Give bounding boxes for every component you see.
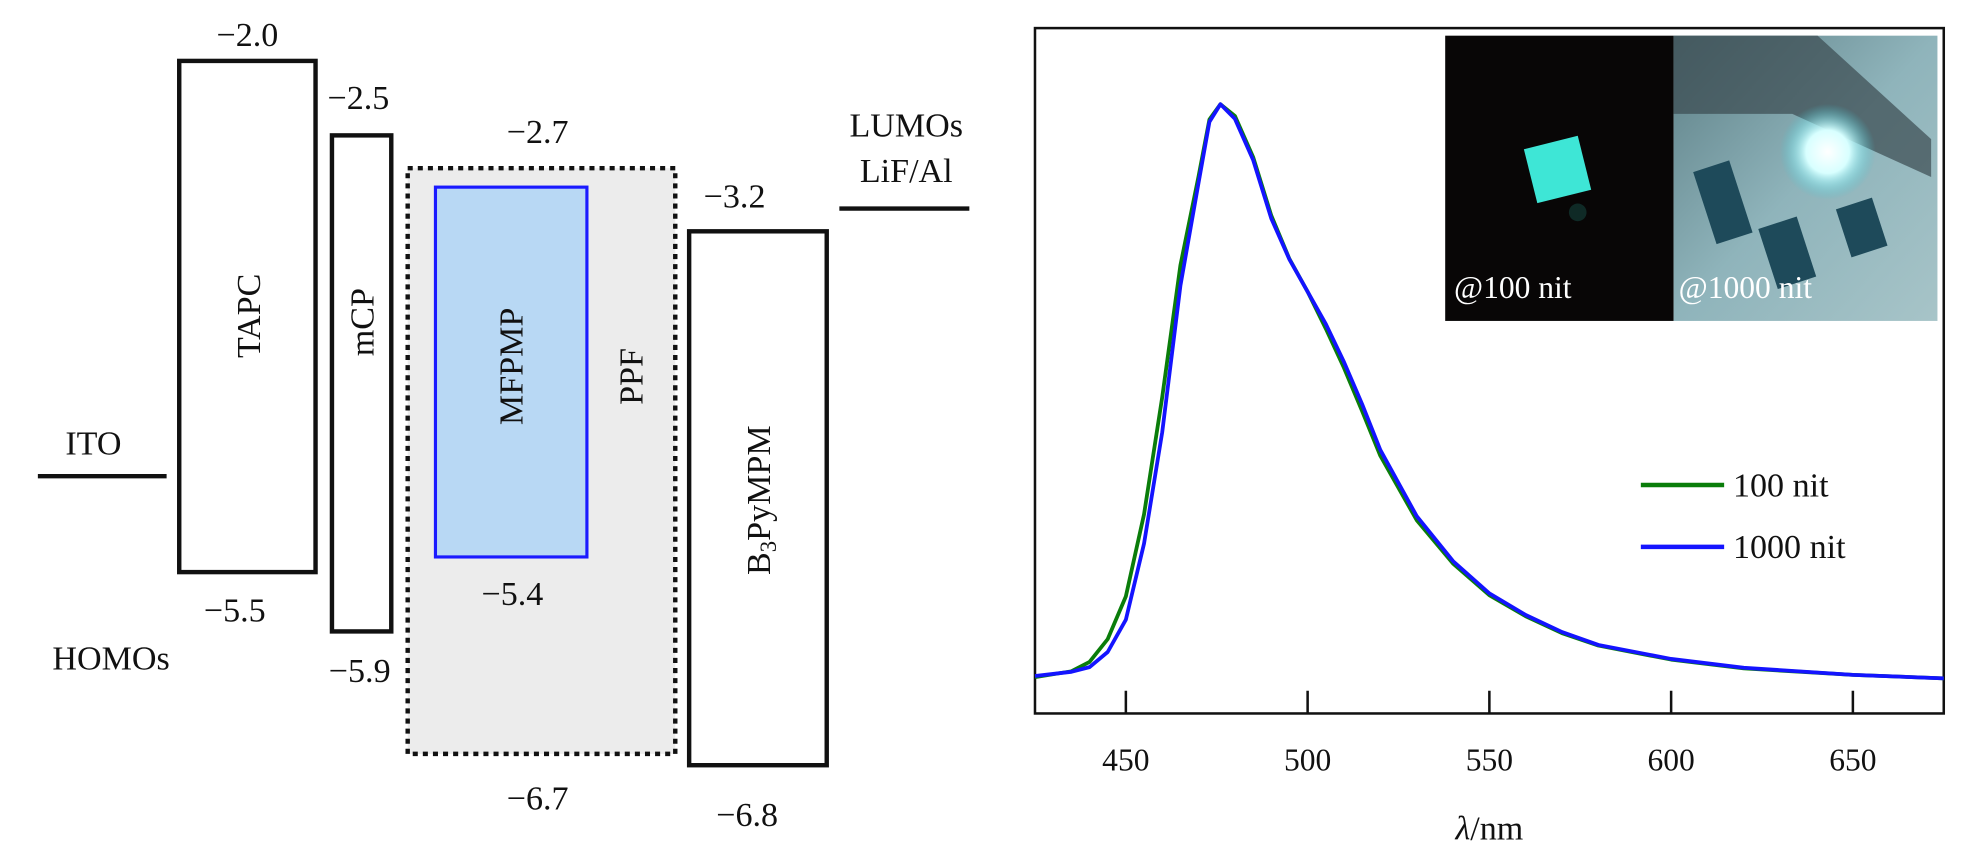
lit-pixel xyxy=(1523,135,1592,204)
b3pympm-label-sub: 3 xyxy=(756,541,781,552)
legend-label-100-nit: 100 nit xyxy=(1733,467,1829,504)
tapc-homo: −5.5 xyxy=(204,592,266,629)
mfpmp-homo: −5.4 xyxy=(482,576,544,613)
b3pympm-label: B3PyMPM xyxy=(741,425,781,575)
cathode-label: LiF/Al xyxy=(860,153,953,190)
x-axis-label-symbol: λ xyxy=(1454,811,1470,848)
energy-level-diagram: ITO HOMOs TAPC −2.0 −5.5 mCP −2.5 −5.9 P… xyxy=(37,17,970,834)
tapc-label: TAPC xyxy=(231,274,268,358)
series-layer xyxy=(1034,102,1944,681)
mfpmp-box xyxy=(433,185,589,559)
x-tick-label: 550 xyxy=(1466,742,1513,777)
el-spectrum-chart: 450 500 550 600 650 λ/nm @100 nit xyxy=(1033,26,1946,848)
mcp-box xyxy=(329,133,394,634)
b3pympm-label-rest: PyMPM xyxy=(741,425,778,541)
mcp-lumo: −2.5 xyxy=(328,80,390,117)
ppf-homo: −6.7 xyxy=(507,780,569,817)
x-axis-ticks: 450 500 550 600 650 xyxy=(1102,690,1877,777)
mcp-label: mCP xyxy=(345,288,382,356)
x-tick-label: 450 xyxy=(1102,742,1149,777)
legend: 100 nit 1000 nit xyxy=(1640,467,1846,566)
b3pympm-homo: −6.8 xyxy=(716,797,778,834)
photo-100-nit-caption: @100 nit xyxy=(1454,270,1572,305)
tapc-lumo: −2.0 xyxy=(216,17,278,54)
photo-1000-nit-caption: @1000 nit xyxy=(1679,270,1813,305)
inset-photos: @100 nit xyxy=(1445,35,1938,321)
lumos-heading: LUMOs xyxy=(849,108,963,145)
photo-100-nit: @100 nit xyxy=(1445,35,1674,321)
b3pympm-label-main: B xyxy=(741,552,778,575)
x-tick-label: 600 xyxy=(1647,742,1694,777)
tapc-box xyxy=(177,58,318,575)
series-line-1000-nit xyxy=(1034,102,1944,681)
legend-label-1000-nit: 1000 nit xyxy=(1733,529,1846,566)
ppf-label: PPF xyxy=(613,348,650,405)
x-axis-label: λ/nm xyxy=(1454,811,1523,848)
b3pympm-box xyxy=(686,229,829,768)
mfpmp-label: MFPMP xyxy=(494,308,531,425)
ito-label: ITO xyxy=(65,426,121,463)
b3pympm-lumo: −3.2 xyxy=(704,178,766,215)
x-tick-label: 650 xyxy=(1829,742,1876,777)
x-tick-label: 500 xyxy=(1284,742,1331,777)
photo-1000-nit: @1000 nit xyxy=(1673,35,1938,321)
mcp-homo: −5.9 xyxy=(329,653,391,690)
homos-heading: HOMOs xyxy=(52,640,169,677)
ppf-lumo: −2.7 xyxy=(507,114,569,151)
x-axis-label-unit: /nm xyxy=(1470,811,1523,848)
